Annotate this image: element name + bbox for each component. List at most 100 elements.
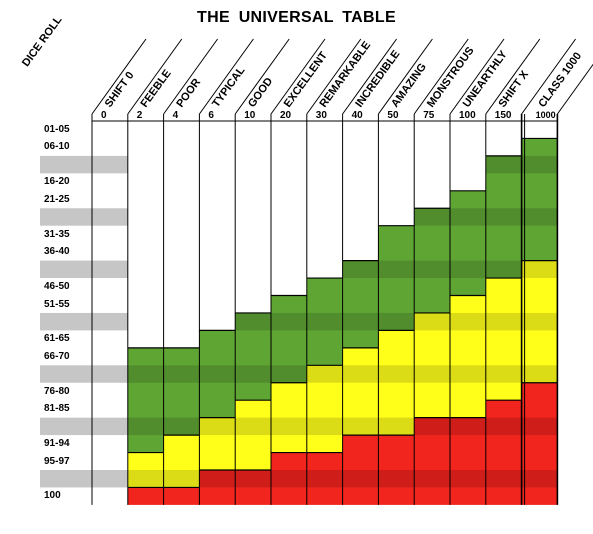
red-cell [378,435,415,505]
column-value: 2 [137,110,143,121]
red-cell [127,487,164,505]
header-slash [306,38,362,115]
green-cell [199,330,236,418]
green-cell [163,347,200,436]
red-cell [199,470,236,505]
band-shade [414,470,450,488]
band-shade [235,417,271,436]
band-shade [199,470,236,488]
green-cell [485,155,522,279]
red-cell [450,417,486,505]
dice-roll-row-label: 76-80 [44,385,70,397]
dice-roll-row-label: 06-10 [44,141,70,153]
yellow-cell [127,452,164,488]
white-cell [163,121,200,348]
band-shade [306,312,343,331]
dice-roll-row-label: 16-20 [44,176,70,188]
band-shade [485,260,522,279]
dice-roll-row-label: 100 [44,490,61,502]
band-shade [485,365,522,383]
band-shade [271,365,307,383]
column-rank: TYPICAL [210,64,248,109]
band-shade [378,470,415,488]
band-shade [450,470,486,488]
band-shade [306,470,343,488]
yellow-cell [378,330,415,436]
green-cell [306,278,343,366]
band-shade [485,312,522,331]
band-shade [450,312,486,331]
column-rank: CLASS 1000 [536,50,584,109]
band-shade [414,260,450,279]
band-shade [271,312,307,331]
band-shade [306,365,343,383]
green-cell [271,295,307,383]
yellow-cell [306,365,343,453]
dice-roll-row-label: 46-50 [44,281,70,293]
band-shade [342,312,379,331]
band-shade [235,470,271,488]
band-shade [485,155,522,174]
band-shade [342,470,379,488]
column-value: 1000 [536,110,556,120]
header-slash [234,38,290,115]
dice-roll-row-label: 91-94 [44,438,70,450]
white-cell [450,121,486,191]
band-shade [450,417,486,436]
header-slash [449,38,505,115]
band-shade [450,365,486,383]
band-shade [199,417,236,436]
band-shade [163,470,200,488]
yellow-cell [450,295,486,418]
band-shade [378,260,415,279]
column-value: 40 [352,110,364,121]
header-slash [163,38,219,115]
white-cell [485,121,522,156]
dice-roll-row-label: 31-35 [44,228,70,240]
band-shade [342,365,379,383]
header-slash [521,38,577,115]
column-value: 20 [280,110,292,121]
dice-roll-row-label: 66-70 [44,350,70,362]
dice-roll-row-label: 36-40 [44,246,70,258]
band-shade [521,208,558,226]
red-cell [271,452,307,505]
band-shade [271,470,307,488]
table-title: THE UNIVERSAL TABLE [197,9,396,26]
yellow-cell [271,382,307,453]
red-cell [485,400,522,505]
dice-roll-row-label: 61-65 [44,333,70,345]
band-shade [414,417,450,436]
band-shade [485,470,522,488]
column-value: 100 [459,110,476,121]
band-shade [521,260,558,279]
header-slash [198,38,254,115]
yellow-cell [485,278,522,401]
yellow-cell [199,417,236,470]
header-slash [413,38,469,115]
band-shade [127,417,164,436]
band-shade [378,417,415,436]
green-cell [342,260,379,348]
dice-roll-row-label: 21-25 [44,193,70,205]
white-cell [521,121,558,139]
dice-roll-row-label: 95-97 [44,455,70,467]
band-shade [342,260,379,279]
band-shade [414,365,450,383]
white-cell [235,121,271,313]
band-shade [521,417,558,436]
header-slash [377,38,433,115]
green-cell [378,225,415,331]
band-shade [127,470,164,488]
band-shade [306,417,343,436]
yellow-cell [163,435,200,488]
yellow-cell [342,347,379,436]
band-shade [450,260,486,279]
band-shade [235,365,271,383]
yellow-cell [521,260,558,383]
dice-roll-row-label: 81-85 [44,403,70,415]
band-shade [271,417,307,436]
column-value: 6 [208,110,214,121]
